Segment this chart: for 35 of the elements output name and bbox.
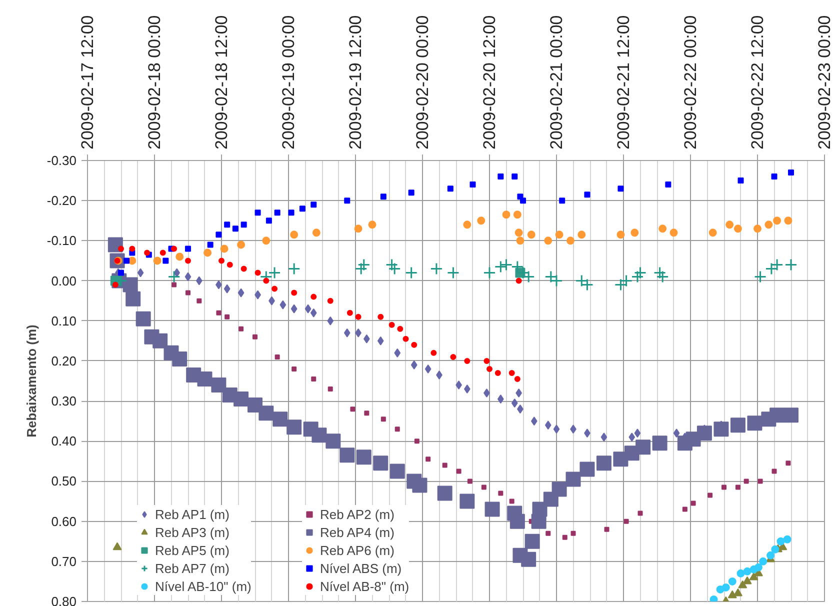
y-tick-label: 0.10: [51, 313, 77, 328]
y-tick-label: 0.20: [51, 353, 77, 368]
y-tick-label: 0.70: [51, 554, 77, 569]
y-tick-label: -0.30: [46, 153, 77, 168]
x-tick-label: 2009-02-18 12:00: [212, 15, 231, 150]
y-tick-label: -0.10: [46, 233, 77, 248]
legend-label: Reb AP3 (m): [155, 524, 230, 541]
legend-label: Reb AP2 (m): [320, 506, 394, 523]
y-tick-label: -0.20: [46, 193, 77, 208]
legend-label: Nível ABS (m): [320, 560, 402, 577]
legend-label: Reb AP5 (m): [155, 542, 230, 559]
x-tick-label: 2009-02-22 12:00: [748, 15, 767, 150]
legend-label: Nível AB-8" (m): [320, 578, 410, 595]
legend-label: Reb AP7 (m): [155, 560, 230, 577]
x-tick-label: 2009-02-17 12:00: [78, 15, 97, 150]
y-tick-label: 0.00: [51, 273, 77, 288]
x-tick-label: 2009-02-20 00:00: [413, 15, 432, 150]
y-tick-label: 0.60: [51, 514, 77, 529]
x-tick-label: 2009-02-22 00:00: [681, 15, 700, 150]
legend-label: Reb AP1 (m): [155, 506, 230, 523]
x-tick-label: 2009-02-19 00:00: [279, 15, 298, 150]
x-tick-label: 2009-02-23 00:00: [815, 15, 834, 150]
y-axis-title: Rebaixamento (m): [24, 324, 39, 438]
x-tick-label: 2009-02-19 12:00: [346, 15, 365, 150]
x-tick-label: 2009-02-21 00:00: [547, 15, 566, 150]
y-tick-label: 0.40: [51, 434, 77, 449]
legend-label: Reb AP4 (m): [320, 524, 394, 541]
y-tick-label: 0.30: [51, 394, 77, 409]
legend-label: Nível AB-10" (m): [155, 578, 252, 595]
legend-label: Reb AP6 (m): [320, 542, 394, 559]
y-tick-label: 0.80: [51, 594, 77, 606]
x-tick-label: 2009-02-20 12:00: [480, 15, 499, 150]
x-tick-label: 2009-02-18 00:00: [145, 15, 164, 150]
y-tick-label: 0.50: [51, 474, 77, 489]
x-tick-label: 2009-02-21 12:00: [614, 15, 633, 150]
